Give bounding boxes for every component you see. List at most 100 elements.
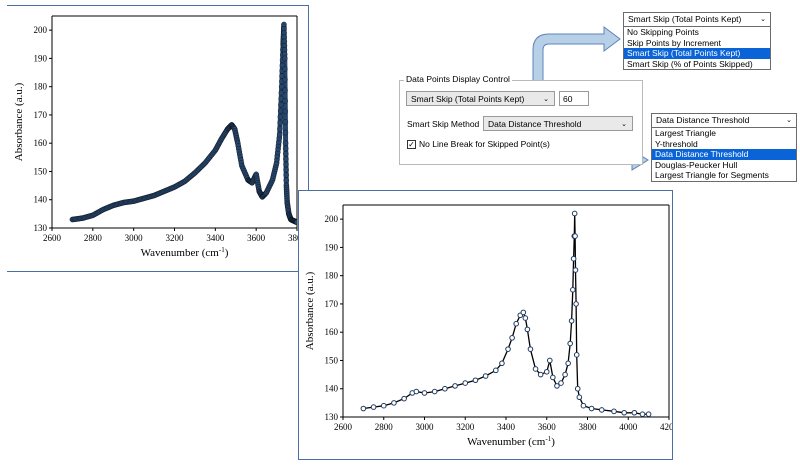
chevron-down-icon: ⌄ <box>786 117 792 124</box>
mode-dropdown-selected: Smart Skip (Total Points Kept) <box>628 14 742 24</box>
x-tick-label: 3800 <box>579 422 598 432</box>
data-point <box>567 340 573 347</box>
data-point <box>639 411 646 417</box>
data-point <box>565 360 571 367</box>
right-chart-panel: 2600 2800 3000 3200 3400 3600 3800 4000 4200 130 1… <box>298 190 673 460</box>
data-point <box>281 55 288 62</box>
y-tick-label: 200 <box>34 25 48 35</box>
mode-option[interactable]: Skip Points by Increment <box>627 37 722 48</box>
y-axis-label: Absorbance (a.u.) <box>13 82 25 161</box>
data-point <box>611 408 617 415</box>
data-point <box>294 219 297 226</box>
data-point <box>421 390 428 396</box>
x-axis-label: Wavenumber (cm-1) <box>467 435 555 448</box>
data-point <box>527 346 534 352</box>
x-tick-label: 2600 <box>334 422 353 432</box>
y-tick-label: 130 <box>34 223 48 233</box>
y-tick-label: 160 <box>325 327 339 337</box>
data-point <box>482 373 489 379</box>
data-point <box>282 129 289 136</box>
data-point <box>572 267 579 273</box>
check-icon: ✓ <box>408 140 415 149</box>
method-option[interactable]: Douglas-Peucker Hull <box>655 159 738 170</box>
y-tick-label: 160 <box>34 138 48 148</box>
x-tick-label: 4200 <box>660 422 673 432</box>
data-point <box>282 108 289 115</box>
y-tick-label: 200 <box>325 214 339 224</box>
method-option[interactable]: Y-threshold <box>655 138 698 149</box>
data-point <box>520 309 527 316</box>
method-option[interactable]: Largest Triangle <box>655 128 716 138</box>
left-chart: 2600 2800 3000 3200 3400 3600 3800 130 140 150 160… <box>13 15 307 259</box>
mode-dropdown-header[interactable]: Smart Skip (Total Points Kept) ⌄ <box>624 13 770 27</box>
data-point <box>278 101 284 108</box>
data-point <box>573 301 579 307</box>
x-axis-label: Wavenumber (cm-1) <box>141 246 229 259</box>
y-tick-label: 180 <box>34 82 48 92</box>
y-tick-label: 190 <box>325 242 339 252</box>
mode-combo-value: Smart Skip (Total Points Kept) <box>411 94 525 104</box>
x-tick-label: 2800 <box>375 422 394 432</box>
method-label: Smart Skip Method <box>407 119 480 129</box>
chevron-down-icon: ⌄ <box>760 16 766 23</box>
y-tick-label: 170 <box>325 299 339 309</box>
mode-option[interactable]: Smart Skip (% of Points Skipped) <box>627 58 753 69</box>
data-point <box>522 315 529 321</box>
method-option[interactable]: Largest Triangle for Segments <box>655 170 769 180</box>
data-point <box>576 394 583 401</box>
method-option-selected[interactable]: Data Distance Threshold <box>652 149 796 160</box>
data-point <box>282 66 288 72</box>
data-point <box>568 318 575 324</box>
data-point <box>282 87 288 93</box>
method-combo[interactable]: Data Distance Threshold ⌄ <box>483 116 633 131</box>
method-dropdown-selected: Data Distance Threshold <box>656 115 750 125</box>
left-chart-panel: 2600 2800 3000 3200 3400 3600 3800 130 140 150 160… <box>7 5 309 272</box>
x-tick-label: 4000 <box>619 422 638 432</box>
data-point <box>645 411 652 417</box>
method-combo-value: Data Distance Threshold <box>488 119 582 129</box>
data-point <box>370 404 377 410</box>
data-point <box>574 385 581 392</box>
control-title: Data Points Display Control <box>404 74 512 84</box>
no-line-break-checkbox[interactable]: ✓ <box>407 140 416 149</box>
data-point <box>547 357 553 364</box>
data-point <box>554 383 560 389</box>
series-line <box>363 213 649 415</box>
data-point <box>631 409 638 416</box>
checkbox-label: No Line Break for Skipped Point(s) <box>419 139 550 149</box>
data-point <box>598 407 605 413</box>
data-point <box>550 374 556 381</box>
data-point <box>380 402 387 409</box>
mode-dropdown: Smart Skip (Total Points Kept) ⌄ No Skip… <box>623 12 771 70</box>
y-tick-label: 150 <box>325 355 339 365</box>
data-point <box>431 388 438 395</box>
x-tick-label: 2800 <box>84 233 103 243</box>
data-point <box>505 346 511 352</box>
x-tick-label: 3400 <box>206 233 225 243</box>
arrow-to-mode-list <box>532 26 621 89</box>
y-tick-label: 140 <box>325 384 339 394</box>
data-point <box>588 405 595 412</box>
method-dropdown-header[interactable]: Data Distance Threshold ⌄ <box>652 114 796 128</box>
data-point <box>572 233 578 239</box>
data-point <box>360 405 367 412</box>
data-series <box>360 210 652 417</box>
x-tick-label: 3200 <box>166 233 185 243</box>
right-chart: 2600 2800 3000 3200 3400 3600 3800 4000 4200 130 1… <box>304 204 673 448</box>
data-point <box>570 287 576 293</box>
data-point <box>277 125 283 132</box>
y-tick-label: 170 <box>34 110 48 120</box>
data-point <box>621 409 627 416</box>
data-point <box>532 366 539 372</box>
y-tick-label: 190 <box>34 53 48 63</box>
y-tick-label: 140 <box>34 195 48 205</box>
data-point <box>524 326 531 333</box>
mode-option[interactable]: No Skipping Points <box>627 27 699 37</box>
points-input[interactable]: 60 <box>559 91 589 106</box>
data-point <box>401 395 407 402</box>
data-point <box>543 368 550 375</box>
data-point <box>282 98 288 104</box>
mode-option-selected[interactable]: Smart Skip (Total Points Kept) <box>624 48 770 59</box>
mode-combo[interactable]: Smart Skip (Total Points Kept) ⌄ <box>406 91 555 106</box>
chevron-down-icon: ⌄ <box>543 96 549 103</box>
